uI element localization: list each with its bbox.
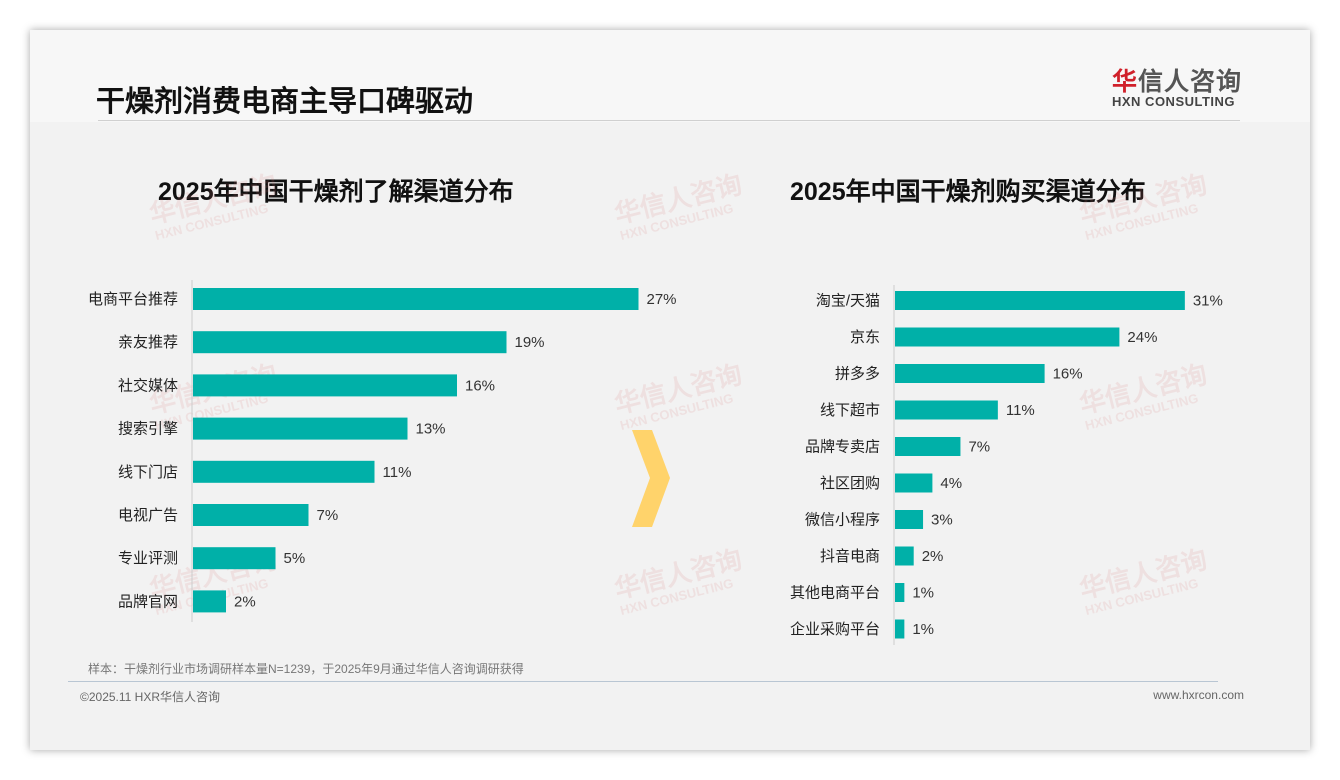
copyright: ©2025.11 HXR华信人咨询	[80, 690, 220, 704]
bar	[193, 374, 457, 397]
category-label: 社交媒体	[118, 376, 178, 394]
value-label: 24%	[1127, 329, 1157, 346]
page-title: 干燥剂消费电商主导口碑驱动	[96, 86, 474, 118]
value-label: 2%	[234, 593, 256, 610]
category-label: 专业评测	[118, 550, 178, 567]
bar	[895, 546, 914, 566]
value-label: 5%	[284, 550, 306, 567]
value-label: 16%	[465, 377, 495, 394]
header	[30, 30, 1310, 122]
value-label: 7%	[968, 439, 990, 456]
value-label: 11%	[1006, 402, 1035, 419]
category-label: 社区团购	[820, 475, 880, 492]
category-label: 搜索引擎	[118, 421, 178, 438]
value-label: 2%	[922, 548, 944, 565]
category-label: 企业采购平台	[790, 620, 880, 638]
category-label: 抖音电商	[820, 548, 880, 565]
value-label: 11%	[383, 464, 412, 481]
value-label: 1%	[912, 585, 934, 602]
bar	[895, 327, 1120, 347]
bar	[895, 583, 905, 602]
category-label: 品牌专卖店	[805, 439, 880, 456]
logo-en: HXN CONSULTING	[1112, 94, 1236, 109]
arrow-icon	[632, 430, 670, 527]
bar	[193, 460, 375, 483]
chart-title-right: 2025年中国干燥剂购买渠道分布	[790, 178, 1146, 206]
bar	[895, 510, 924, 529]
value-label: 31%	[1193, 293, 1223, 310]
bar	[895, 400, 998, 420]
value-label: 16%	[1053, 366, 1083, 383]
category-label: 电商平台推荐	[88, 291, 178, 308]
value-label: 13%	[416, 421, 446, 438]
value-label: 19%	[515, 334, 545, 351]
bar	[193, 547, 276, 570]
category-label: 其他电商平台	[790, 585, 880, 602]
bar	[193, 590, 226, 613]
bar	[895, 364, 1045, 383]
value-label: 4%	[940, 475, 962, 492]
bar	[895, 619, 905, 639]
category-label: 淘宝/天猫	[816, 293, 880, 310]
chart-title-left: 2025年中国干燥剂了解渠道分布	[158, 178, 514, 206]
category-label: 品牌官网	[118, 593, 178, 610]
sample-note: 样本：干燥剂行业市场调研样本量N=1239，于2025年9月通过华信人咨询调研获…	[88, 662, 524, 676]
bar	[193, 331, 507, 354]
footer-divider	[68, 681, 1218, 682]
bar	[895, 291, 1185, 310]
category-label: 线下门店	[118, 464, 178, 481]
category-label: 微信小程序	[805, 512, 880, 529]
category-label: 电视广告	[118, 507, 178, 524]
value-label: 7%	[317, 507, 339, 524]
bar	[895, 473, 933, 493]
category-label: 线下超市	[820, 402, 880, 419]
category-label: 拼多多	[835, 366, 880, 383]
category-label: 京东	[850, 329, 880, 346]
bar	[895, 437, 961, 456]
category-label: 亲友推荐	[118, 334, 178, 351]
website: www.hxrcon.com	[1153, 688, 1244, 702]
value-label: 1%	[912, 621, 934, 638]
logo: 华信人咨询	[1112, 68, 1243, 96]
bar	[193, 504, 309, 526]
bar	[193, 288, 639, 310]
divider	[98, 120, 1240, 121]
value-label: 3%	[931, 512, 953, 529]
bar	[193, 417, 408, 440]
value-label: 27%	[647, 291, 677, 308]
